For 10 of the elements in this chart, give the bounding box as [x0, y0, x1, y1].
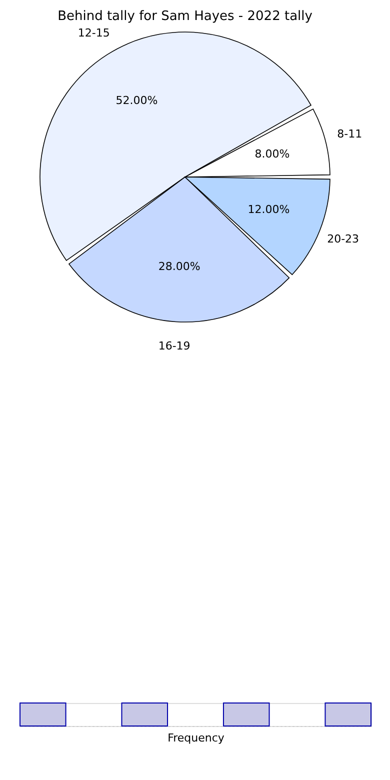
slice-label: 16-19 — [158, 340, 190, 353]
x-axis-title: Frequency — [168, 732, 225, 744]
chart-title: Behind tally for Sam Hayes - 2022 tally — [58, 9, 313, 24]
data-label: 12.00% — [248, 203, 290, 216]
data-label: 52.00% — [116, 94, 158, 108]
slice-label: 12-15 — [78, 26, 110, 40]
slice-label: 20-23 — [327, 232, 360, 246]
data-label: 8.00% — [254, 148, 290, 161]
slice-label: 8-11 — [337, 128, 362, 141]
data-label: 28.00% — [158, 260, 200, 273]
